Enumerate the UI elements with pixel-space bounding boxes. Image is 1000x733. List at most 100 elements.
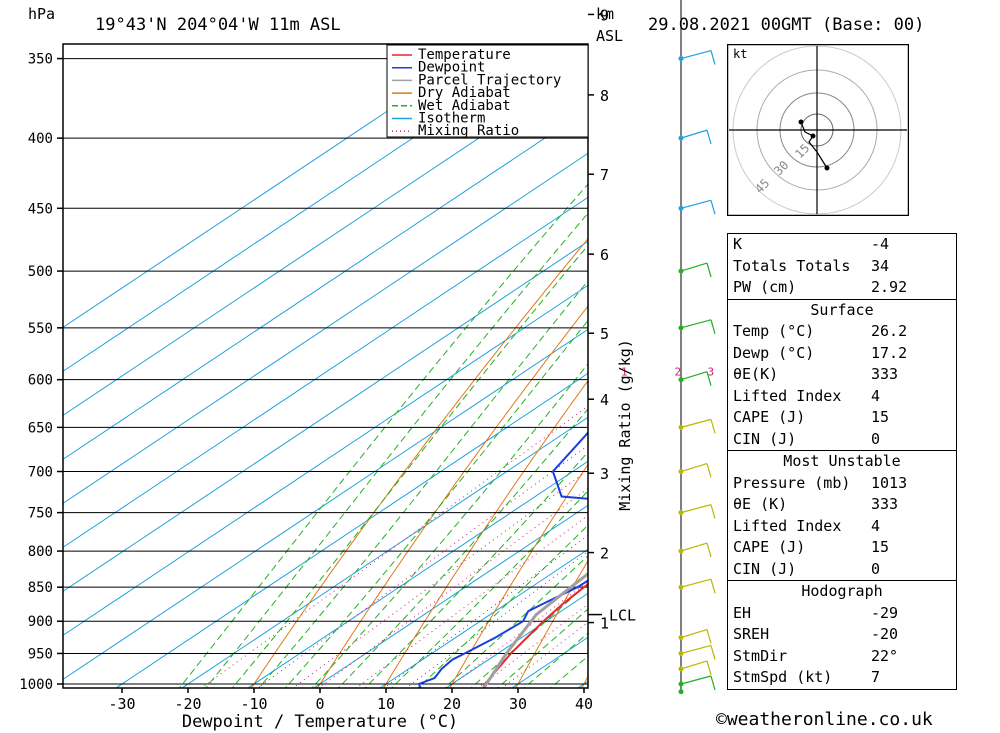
isotherm-line (63, 196, 588, 548)
hodograph-section: Hodograph EH -29 SREH -20 StmDir 22° StmSpd… (728, 580, 956, 689)
surface-li-row: Lifted Index 4 (728, 386, 956, 408)
totals-totals-value: 34 (871, 256, 890, 275)
surface-cape-label: CAPE (J) (733, 408, 806, 426)
km-tick-label: 6 (600, 246, 609, 264)
surface-li-value: 4 (871, 386, 881, 405)
wet-adiabat-line (390, 490, 588, 688)
wet-adiabat-line (258, 279, 588, 688)
wet-adiabat-line (364, 451, 588, 688)
temp-tick-label: 40 (575, 695, 593, 713)
wet-adiabat-line (205, 212, 588, 688)
stmspd-label: StmSpd (kt) (733, 668, 833, 686)
mixing-ratio-line (355, 514, 588, 688)
wind-barb (680, 660, 712, 676)
mu-cape-value: 15 (871, 538, 890, 556)
pressure-tick-label: 950 (28, 646, 53, 662)
eh-label: EH (733, 603, 752, 622)
km-tick-label: 8 (600, 87, 609, 105)
wind-barb (680, 371, 712, 386)
sreh-row: SREH -20 (728, 624, 956, 646)
hodograph-point (824, 165, 830, 171)
sreh-label: SREH (733, 625, 770, 643)
pressure-tick-label: 650 (28, 420, 53, 436)
surface-cin-row: CIN (J) 0 (728, 429, 956, 451)
parcel-trajectory-line (482, 571, 588, 688)
totals-totals-label: Totals Totals (733, 256, 851, 275)
mu-cin-label: CIN (J) (733, 559, 797, 578)
wind-barb-dot (678, 689, 684, 695)
isotherm-line (63, 284, 588, 636)
mixing-ratio-value-label: 2 (674, 366, 681, 379)
copyright[interactable]: ©weatheronline.co.uk (716, 709, 933, 730)
pressure-tick-label: 800 (28, 544, 53, 560)
temp-tick-label: -20 (174, 695, 201, 713)
x-axis-label: Dewpoint / Temperature (°C) (182, 712, 458, 732)
dry-adiabat-line (316, 305, 588, 688)
mu-li-value: 4 (871, 516, 881, 535)
surface-cin-label: CIN (J) (733, 429, 797, 448)
dry-adiabat-line (449, 463, 588, 688)
wind-barb (680, 262, 712, 278)
km-tick-label: 7 (600, 166, 609, 184)
temp-tick-label: -30 (108, 695, 135, 713)
mu-theta-row: θE (K) 333 (728, 494, 956, 516)
legend-entry: Wet Adiabat (418, 98, 511, 114)
km-tick-label: 1 (600, 615, 609, 633)
km-tick-label: 2 (600, 545, 609, 563)
mixing-ratio-value-label: 3 (708, 366, 715, 379)
surface-theta-label: θE(K) (733, 365, 779, 383)
dry-adiabat-line (382, 379, 588, 688)
wind-barb (680, 129, 712, 145)
pressure-tick-label: 750 (28, 506, 53, 522)
wind-barb (680, 578, 716, 594)
temp-tick-label: 20 (443, 695, 461, 713)
mixing-ratio-axis-label: Mixing Ratio (g/kg) (616, 339, 634, 511)
mixing-ratio-line (200, 405, 588, 688)
wind-barb (680, 50, 716, 65)
hodograph-trace (800, 121, 828, 169)
surface-theta-value: 333 (871, 365, 899, 383)
wind-barb (680, 462, 712, 478)
location-title: 19°43'N 204°04'W 11m ASL (95, 15, 341, 35)
pressure-tick-label: 500 (28, 264, 53, 280)
wind-barb (680, 542, 712, 558)
surface-cape-row: CAPE (J) 15 (728, 407, 956, 429)
isotherm-line (181, 416, 588, 688)
k-index-value: -4 (871, 235, 890, 253)
asl-label: ASL (596, 27, 623, 45)
wind-barb (680, 644, 716, 660)
isotherm-line (379, 548, 588, 688)
pressure-tick-label: 700 (28, 465, 53, 481)
indices-table: K -4 Totals Totals 34 PW (cm) 2.92 Surface … (727, 233, 957, 690)
pressure-tick-label: 450 (28, 201, 53, 217)
mu-li-label: Lifted Index (733, 516, 842, 535)
sreh-value: -20 (871, 625, 899, 643)
surface-dewp-value: 17.2 (871, 343, 908, 362)
legend-entry: Temperature (418, 47, 511, 63)
pw-row: PW (cm) 2.92 (728, 277, 956, 299)
wind-barb (680, 675, 716, 691)
mu-li-row: Lifted Index 4 (728, 516, 956, 538)
pressure-tick-label: 600 (28, 373, 53, 389)
pw-value: 2.92 (871, 278, 908, 296)
totals-totals-row: Totals Totals 34 (728, 256, 956, 278)
mu-cape-label: CAPE (J) (733, 538, 806, 556)
isotherm-line (63, 328, 588, 680)
legend-entry: Dry Adiabat (418, 85, 511, 101)
plot-frame (62, 43, 589, 689)
datetime-title: 29.08.2021 00GMT (Base: 00) (648, 15, 924, 35)
km-label: km (596, 5, 614, 23)
temp-tick-label: 30 (509, 695, 527, 713)
stmdir-row: StmDir 22° (728, 646, 956, 668)
wet-adiabat-line (496, 608, 588, 688)
dry-adiabat-line (978, 0, 1000, 692)
pressure-tick-label: 400 (28, 131, 53, 147)
hodograph-table-title: Hodograph (801, 582, 883, 600)
stmdir-label: StmDir (733, 646, 788, 665)
k-index-label: K (733, 235, 743, 253)
surface-theta-row: θE(K) 333 (728, 364, 956, 386)
k-index-row: K -4 (728, 234, 956, 256)
surface-section: Surface Temp (°C) 26.2 Dewp (°C) 17.2 θE(K… (728, 298, 956, 451)
wind-barb (680, 418, 716, 434)
